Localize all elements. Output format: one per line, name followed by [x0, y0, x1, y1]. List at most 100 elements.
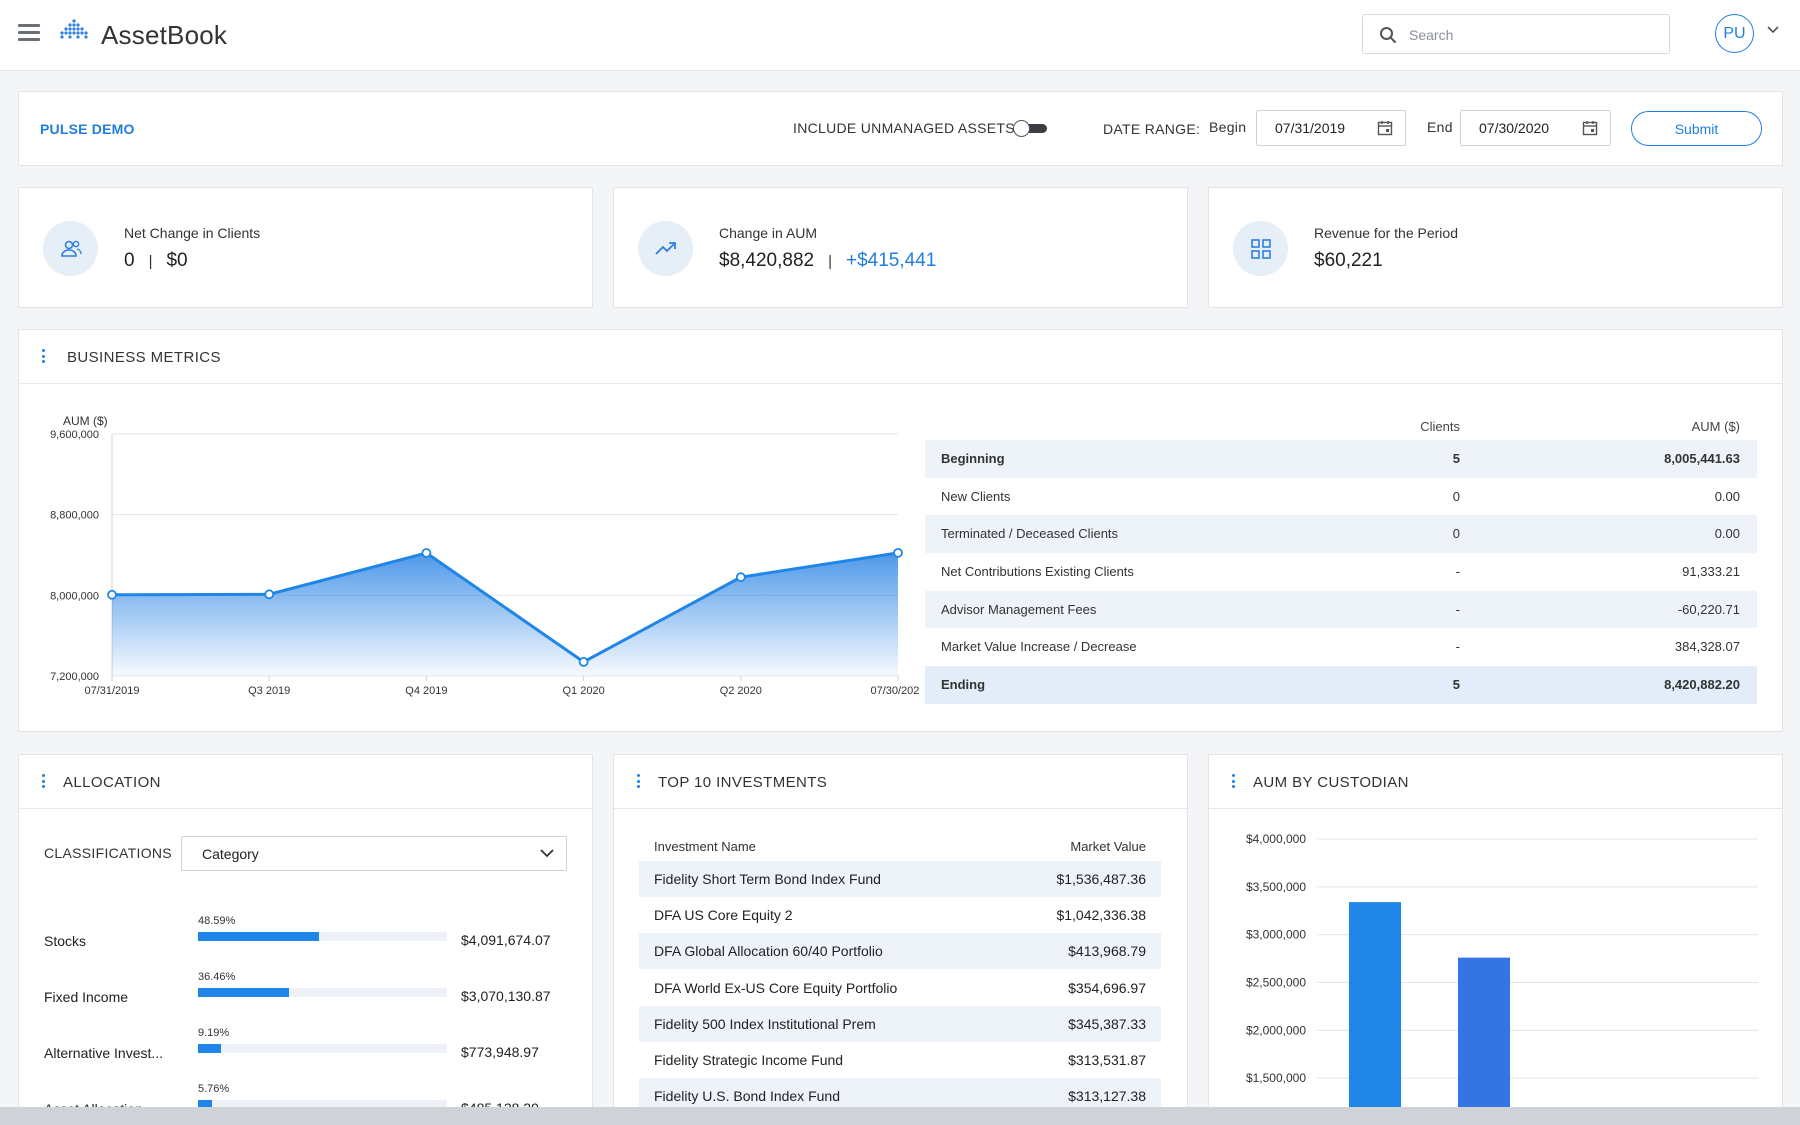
- row-clients: 0: [1452, 526, 1460, 542]
- investment-row[interactable]: DFA World Ex-US Core Equity Portfolio $35…: [639, 970, 1161, 1006]
- users-icon: [43, 221, 98, 276]
- more-menu-icon[interactable]: [42, 349, 46, 365]
- bottom-scroll-strip: [0, 1107, 1800, 1125]
- calendar-icon: [1377, 121, 1393, 136]
- table-header: Clients AUM ($): [925, 414, 1757, 440]
- allocation-bar: [198, 1100, 213, 1109]
- row-aum: 0.00: [1714, 488, 1740, 504]
- row-aum: 8,005,441.63: [1664, 451, 1740, 466]
- more-menu-icon[interactable]: [637, 774, 641, 790]
- row-aum: -60,220.71: [1677, 601, 1740, 617]
- row-clients: -: [1455, 601, 1460, 617]
- kpi-label: Net Change in Clients: [124, 225, 261, 241]
- x-tick-label: Q2 2020: [720, 685, 762, 697]
- kpi-label: Change in AUM: [719, 225, 818, 241]
- row-aum: 91,333.21: [1682, 564, 1740, 580]
- row-label: Net Contributions Existing Clients: [941, 564, 1134, 580]
- row-label: Ending: [941, 677, 986, 693]
- submit-button[interactable]: Submit: [1631, 111, 1762, 146]
- y-tick-label: 9,600,000: [50, 429, 99, 441]
- client-amount: $0: [166, 250, 188, 271]
- allocation-bar-track: [198, 988, 447, 997]
- allocation-percent: 48.59%: [198, 915, 236, 927]
- data-point[interactable]: [893, 547, 903, 558]
- top-bar: AssetBook PU: [0, 0, 1800, 71]
- allocation-bar: [198, 988, 289, 997]
- end-date-value: 07/30/2020: [1479, 120, 1550, 136]
- allocation-value: $3,070,130.87: [461, 988, 551, 1004]
- y-tick-label: $3,500,000: [1246, 880, 1306, 894]
- row-clients: 5: [1452, 451, 1460, 466]
- allocation-value: $773,948.97: [461, 1044, 539, 1060]
- table-row: Advisor Management Fees - -60,220.71: [925, 590, 1757, 629]
- row-label: Terminated / Deceased Clients: [941, 526, 1119, 542]
- row-aum: 8,420,882.20: [1664, 677, 1740, 693]
- row-label: New Clients: [941, 488, 1011, 504]
- end-date-input[interactable]: 07/30/2020: [1460, 110, 1611, 146]
- y-tick-label: $2,500,000: [1246, 976, 1306, 990]
- data-point[interactable]: [421, 548, 432, 558]
- investment-row[interactable]: Fidelity 500 Index Institutional Prem $34…: [639, 1005, 1161, 1042]
- logo-icon: [60, 19, 88, 39]
- table-row: Beginning 5 8,005,441.63: [925, 440, 1757, 478]
- data-point[interactable]: [107, 589, 117, 600]
- investment-row[interactable]: DFA US Core Equity 2 $1,042,336.38: [639, 897, 1161, 933]
- y-tick-label: $1,500,000: [1246, 1071, 1306, 1085]
- calendar-icon: [1582, 121, 1598, 136]
- aum-header: AUM ($): [1691, 419, 1740, 434]
- begin-label: Begin: [1209, 119, 1247, 135]
- investment-value: $313,127.38: [1068, 1088, 1146, 1105]
- classification-select[interactable]: Category: [181, 836, 567, 871]
- separator: |: [828, 253, 832, 270]
- custodian-bar[interactable]: [1349, 902, 1401, 1109]
- name-header: Investment Name: [654, 839, 756, 854]
- date-range-label: DATE RANGE:: [1103, 121, 1201, 137]
- allocation-row: Stocks 48.59% $4,091,674.07: [19, 908, 594, 964]
- search-input[interactable]: [1409, 24, 1659, 46]
- allocation-name: Fixed Income: [44, 989, 129, 1005]
- x-tick-label: 07/30/2020: [870, 685, 919, 697]
- investment-name: Fidelity 500 Index Institutional Prem: [654, 1015, 876, 1032]
- table-row: Net Contributions Existing Clients - 91,…: [925, 553, 1757, 591]
- investment-row[interactable]: Fidelity Strategic Income Fund $313,531.8…: [639, 1042, 1161, 1078]
- data-point[interactable]: [264, 589, 275, 600]
- investment-value: $1,042,336.38: [1056, 907, 1146, 924]
- row-label: Beginning: [941, 451, 1005, 466]
- kpi-change-aum: Change in AUM $8,420,882 | +$415,441: [613, 187, 1188, 308]
- kpi-revenue: Revenue for the Period $60,221: [1208, 187, 1783, 308]
- begin-date-input[interactable]: 07/31/2019: [1256, 110, 1406, 146]
- search-box[interactable]: [1362, 14, 1670, 54]
- allocation-percent: 9.19%: [198, 1027, 230, 1039]
- avatar[interactable]: PU: [1715, 14, 1754, 53]
- row-clients: 0: [1452, 488, 1460, 504]
- custodian-bar[interactable]: [1458, 957, 1510, 1109]
- dashboard-icon: [1233, 221, 1288, 276]
- allocation-percent: 5.76%: [198, 1083, 230, 1095]
- data-point[interactable]: [578, 656, 589, 667]
- panel-title: AUM BY CUSTODIAN: [1253, 774, 1409, 791]
- demo-link[interactable]: PULSE DEMO: [40, 121, 135, 137]
- allocation-bar-track: [198, 1044, 447, 1053]
- investment-row[interactable]: DFA Global Allocation 60/40 Portfolio $41…: [639, 933, 1161, 970]
- aum-value: $8,420,882: [719, 250, 815, 271]
- aum-change: +$415,441: [846, 250, 937, 271]
- investment-value: $1,536,487.36: [1056, 871, 1146, 887]
- chevron-down-icon[interactable]: [1767, 26, 1779, 34]
- panel-header: AUM BY CUSTODIAN: [1209, 755, 1782, 809]
- kpi-value: $8,420,882 | +$415,441: [719, 250, 936, 272]
- end-label: End: [1427, 119, 1453, 135]
- investment-value: $313,531.87: [1068, 1052, 1146, 1068]
- y-axis-label: AUM ($): [63, 414, 108, 428]
- allocation-bar-track: [198, 1100, 447, 1109]
- menu-icon[interactable]: [18, 24, 40, 42]
- investment-name: Fidelity Strategic Income Fund: [654, 1052, 844, 1068]
- metrics-table: Clients AUM ($) Beginning 5 8,005,441.63…: [925, 414, 1757, 704]
- data-point[interactable]: [735, 572, 746, 583]
- investment-row[interactable]: Fidelity Short Term Bond Index Fund $1,53…: [639, 861, 1161, 897]
- more-menu-icon[interactable]: [42, 774, 46, 790]
- more-menu-icon[interactable]: [1232, 774, 1236, 790]
- selected-value: Category: [202, 846, 259, 862]
- allocation-percent: 36.46%: [198, 971, 236, 983]
- panel-header: ALLOCATION: [19, 755, 592, 809]
- include-unmanaged-toggle[interactable]: [1013, 120, 1047, 137]
